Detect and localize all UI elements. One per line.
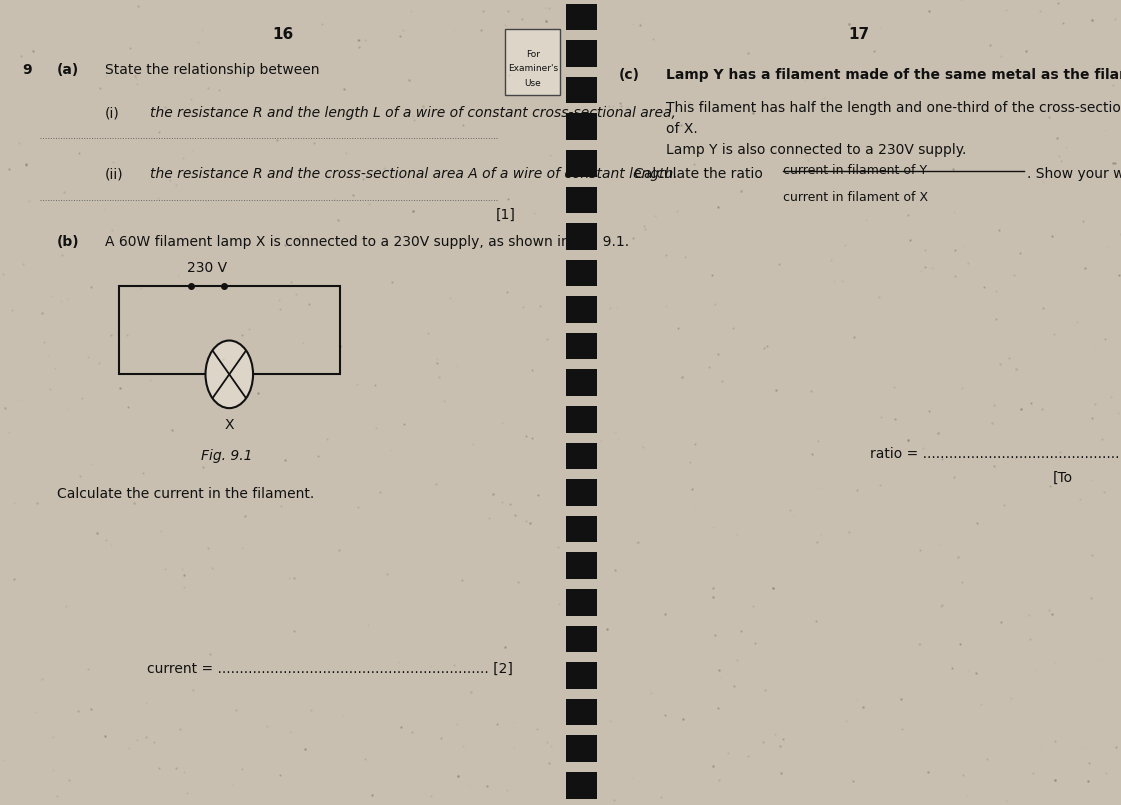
Bar <box>566 40 597 67</box>
Text: State the relationship between: State the relationship between <box>104 63 319 76</box>
Text: . Show your working.: . Show your working. <box>1027 167 1121 181</box>
Text: current in filament of X: current in filament of X <box>784 191 928 204</box>
Text: [1]: [1] <box>495 208 516 221</box>
Text: of X.: of X. <box>666 122 697 136</box>
Bar <box>566 625 597 652</box>
Bar <box>566 187 597 213</box>
Bar <box>566 736 597 762</box>
Bar <box>566 772 597 799</box>
Text: the resistance R and the cross-sectional area A of a wire of constant length.: the resistance R and the cross-sectional… <box>150 167 677 181</box>
Bar <box>566 3 597 30</box>
Bar <box>119 286 340 374</box>
Text: (c): (c) <box>619 68 639 81</box>
Bar <box>566 150 597 176</box>
Bar <box>566 114 597 140</box>
Text: (a): (a) <box>56 63 78 76</box>
Bar <box>566 552 597 579</box>
Bar <box>566 663 597 689</box>
Bar <box>566 333 597 360</box>
Bar <box>566 479 597 506</box>
Text: Calculate the ratio: Calculate the ratio <box>634 167 768 181</box>
Bar <box>566 699 597 725</box>
Text: current in filament of Y: current in filament of Y <box>784 164 927 177</box>
Text: X: X <box>224 418 234 431</box>
Bar <box>566 443 597 469</box>
Text: 9: 9 <box>22 63 33 76</box>
Text: This filament has half the length and one-third of the cross-sectional area of t: This filament has half the length and on… <box>666 101 1121 115</box>
Text: the resistance R and the length L of a wire of constant cross-sectional area,: the resistance R and the length L of a w… <box>150 106 676 120</box>
Bar <box>504 29 560 95</box>
Text: For: For <box>526 50 539 59</box>
Text: (ii): (ii) <box>104 167 123 181</box>
Text: (b): (b) <box>56 235 80 249</box>
Text: Calculate the current in the filament.: Calculate the current in the filament. <box>56 487 314 501</box>
Bar <box>566 76 597 103</box>
Bar <box>566 589 597 616</box>
Circle shape <box>205 341 253 408</box>
Bar <box>566 223 597 250</box>
Text: Lamp Y has a filament made of the same metal as the filament of lamp X in (b).: Lamp Y has a filament made of the same m… <box>666 68 1121 81</box>
Bar <box>566 296 597 323</box>
Text: Lamp Y is also connected to a 230V supply.: Lamp Y is also connected to a 230V suppl… <box>666 143 966 157</box>
Text: [To: [To <box>1053 471 1073 485</box>
Bar <box>566 516 597 543</box>
Text: Use: Use <box>525 79 541 88</box>
Bar <box>566 260 597 287</box>
Bar <box>566 369 597 396</box>
Bar <box>566 406 597 432</box>
Text: 16: 16 <box>272 27 294 43</box>
Text: 17: 17 <box>849 27 870 43</box>
Text: (i): (i) <box>104 106 120 120</box>
Text: Fig. 9.1: Fig. 9.1 <box>201 449 252 463</box>
Text: 230 V: 230 V <box>186 262 226 275</box>
Text: A 60W filament lamp X is connected to a 230V supply, as shown in Fig. 9.1.: A 60W filament lamp X is connected to a … <box>104 235 629 249</box>
Text: ratio = .............................................................: ratio = ................................… <box>870 447 1121 460</box>
Text: Examiner's: Examiner's <box>508 64 558 73</box>
Text: current = .............................................................. [2]: current = ..............................… <box>147 662 513 675</box>
